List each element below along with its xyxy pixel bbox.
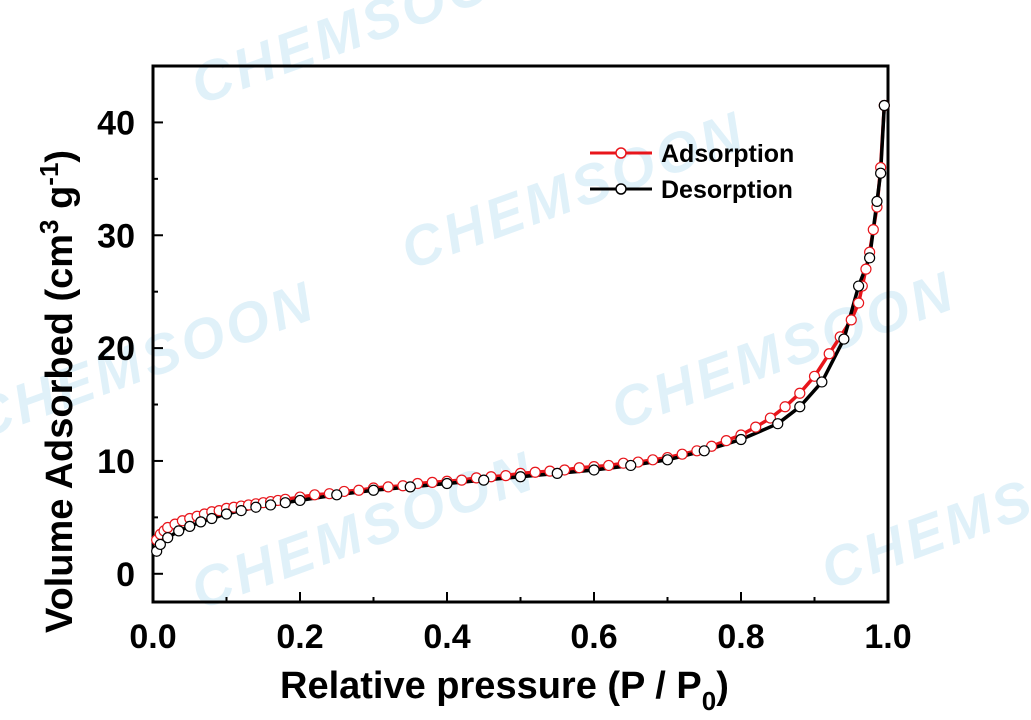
y-axis-title-sup1: 3 xyxy=(34,219,64,233)
data-point-adsorption xyxy=(529,466,541,478)
data-point-adsorption xyxy=(603,459,615,472)
data-point-adsorption xyxy=(794,387,806,399)
data-point-adsorption xyxy=(382,481,394,493)
data-point-adsorption xyxy=(808,370,821,382)
data-point-desorption xyxy=(367,484,380,496)
data-point-desorption xyxy=(331,489,343,501)
watermark-layer: CHEMSOON CHEMSOON CHEMSOON CHEMSOON CHEM… xyxy=(0,0,1031,621)
y-axis-title-suffix: ) xyxy=(39,150,81,163)
legend: Adsorption Desorption xyxy=(590,140,794,204)
data-point-adsorption xyxy=(309,489,321,501)
data-point-desorption xyxy=(265,499,277,511)
data-point-adsorption xyxy=(500,470,512,482)
data-point-desorption xyxy=(864,252,876,264)
data-point-desorption xyxy=(294,494,306,507)
data-point-desorption xyxy=(661,454,674,466)
y-axis-title-mid: g xyxy=(39,186,81,220)
data-point-desorption xyxy=(794,401,806,413)
data-point-desorption xyxy=(235,504,247,517)
watermark-text: CHEMSOON xyxy=(813,418,1031,601)
data-point-desorption xyxy=(206,512,218,525)
data-point-adsorption xyxy=(676,448,688,460)
series-markers xyxy=(151,99,890,557)
y-axis-title-main: Volume Adsorbed (cm xyxy=(39,234,81,633)
data-point-desorption xyxy=(852,280,865,292)
data-point-adsorption xyxy=(764,412,777,424)
data-point-adsorption xyxy=(845,314,857,326)
data-point-desorption xyxy=(838,333,850,345)
data-point-desorption xyxy=(478,474,490,486)
legend-label-adsorption: Adsorption xyxy=(661,140,794,168)
data-point-adsorption xyxy=(750,421,762,433)
y-axis-title-sup2: -1 xyxy=(34,163,64,186)
data-point-desorption xyxy=(441,477,453,490)
data-point-desorption xyxy=(551,467,563,479)
watermark-text: CHEMSOON xyxy=(183,438,545,621)
y-axis-title: Volume Adsorbed (cm3 g-1) xyxy=(34,150,81,633)
data-point-desorption xyxy=(162,532,174,544)
data-point-adsorption xyxy=(720,435,732,447)
data-point-desorption xyxy=(871,195,883,208)
data-point-desorption xyxy=(220,508,233,520)
watermark-text: CHEMSOON xyxy=(183,0,545,116)
y-tick-label: 20 xyxy=(97,330,135,368)
data-point-adsorption xyxy=(573,462,585,474)
data-point-desorption xyxy=(878,99,890,112)
watermark-text: CHEMSOON xyxy=(603,258,965,441)
x-tick-label: 0.6 xyxy=(570,618,617,656)
x-axis-title-subscript: 0 xyxy=(702,686,716,716)
data-point-desorption xyxy=(173,525,185,537)
data-point-desorption xyxy=(588,464,600,476)
data-point-desorption xyxy=(875,167,887,179)
y-tick-label: 0 xyxy=(116,556,135,594)
data-point-adsorption xyxy=(860,263,872,275)
x-axis-title-main: Relative pressure (P / P xyxy=(280,665,702,707)
legend-marker-desorption xyxy=(615,183,627,195)
data-point-desorption xyxy=(154,538,166,551)
data-point-desorption xyxy=(195,516,207,528)
y-tick-label: 10 xyxy=(97,443,135,481)
data-point-desorption xyxy=(404,481,416,493)
data-point-desorption xyxy=(625,459,637,472)
x-axis-title-suffix: ) xyxy=(716,665,729,707)
axis-ticks: 0.0 0.2 0.4 0.6 0.8 1.0 0 10 20 30 40 xyxy=(97,104,911,656)
x-tick-label: 0.2 xyxy=(276,618,323,656)
y-tick-label: 40 xyxy=(97,104,135,142)
x-tick-label: 1.0 xyxy=(864,618,911,656)
legend-marker-adsorption xyxy=(615,147,627,159)
data-point-desorption xyxy=(816,376,828,388)
data-point-adsorption xyxy=(456,474,468,486)
data-point-adsorption xyxy=(852,297,865,309)
x-tick-label: 0.0 xyxy=(129,618,176,656)
data-point-desorption xyxy=(184,520,196,532)
y-tick-label: 30 xyxy=(97,217,135,255)
data-point-adsorption xyxy=(823,348,835,360)
data-point-adsorption xyxy=(779,401,791,413)
data-point-desorption xyxy=(514,471,527,483)
data-point-adsorption xyxy=(426,476,438,488)
data-point-adsorption xyxy=(867,224,879,236)
x-axis-title: Relative pressure (P / P0) xyxy=(280,665,729,716)
x-tick-label: 0.8 xyxy=(717,618,764,656)
data-point-desorption xyxy=(279,497,291,509)
data-point-adsorption xyxy=(353,484,365,496)
legend-label-desorption: Desorption xyxy=(661,176,793,204)
data-point-desorption xyxy=(250,501,262,513)
x-tick-label: 0.4 xyxy=(423,618,470,656)
data-point-desorption xyxy=(698,445,710,457)
data-point-desorption xyxy=(772,418,784,430)
data-point-desorption xyxy=(735,433,747,446)
data-point-adsorption xyxy=(647,454,659,466)
